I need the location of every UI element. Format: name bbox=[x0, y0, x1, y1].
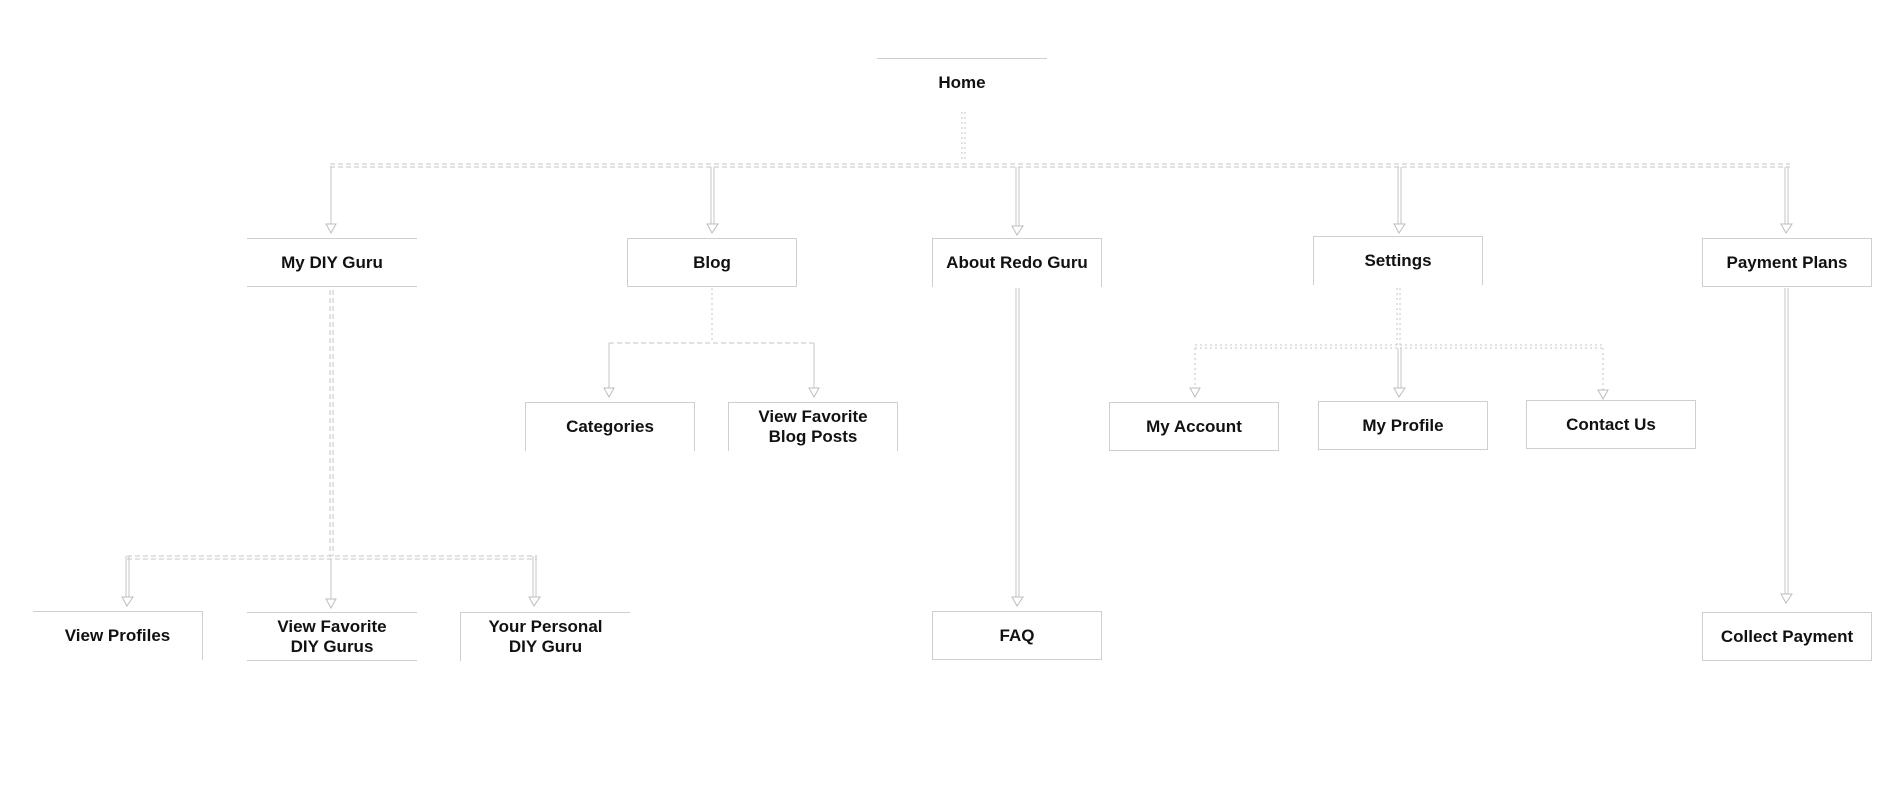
node-view-favorite-blog-posts[interactable]: View Favorite Blog Posts bbox=[728, 402, 898, 451]
node-about-redo-guru[interactable]: About Redo Guru bbox=[932, 238, 1102, 287]
node-my-diy-guru-label: My DIY Guru bbox=[281, 252, 383, 272]
node-categories-label: Categories bbox=[566, 417, 654, 436]
node-payment-plans[interactable]: Payment Plans bbox=[1702, 238, 1872, 287]
node-settings[interactable]: Settings bbox=[1313, 236, 1483, 285]
drop-blog bbox=[706, 167, 719, 234]
node-faq-label: FAQ bbox=[999, 625, 1035, 645]
drop-view-fav-blog-posts bbox=[808, 343, 820, 399]
drop-my-diy-guru bbox=[325, 167, 337, 235]
node-my-profile-label: My Profile bbox=[1362, 415, 1444, 435]
drop-payment-plans bbox=[1780, 167, 1793, 234]
node-view-profiles[interactable]: View Profiles bbox=[33, 611, 203, 660]
home-trunk-connector bbox=[961, 112, 966, 160]
drop-collect-payment bbox=[1780, 288, 1793, 604]
node-contact-us-label: Contact Us bbox=[1566, 414, 1656, 434]
node-home-label: Home bbox=[938, 73, 986, 92]
node-collect-payment[interactable]: Collect Payment bbox=[1702, 612, 1872, 661]
node-categories[interactable]: Categories bbox=[525, 402, 695, 451]
node-my-account[interactable]: My Account bbox=[1109, 402, 1279, 451]
node-faq[interactable]: FAQ bbox=[932, 611, 1102, 660]
drop-contact-us bbox=[1597, 348, 1609, 401]
node-view-favorite-diy-gurus[interactable]: View Favorite DIY Gurus bbox=[247, 612, 417, 661]
drop-my-account bbox=[1189, 348, 1201, 399]
node-blog-label: Blog bbox=[693, 252, 731, 272]
node-my-diy-guru[interactable]: My DIY Guru bbox=[247, 238, 417, 287]
drop-faq bbox=[1011, 288, 1024, 607]
node-view-profiles-label: View Profiles bbox=[64, 626, 171, 645]
main-bus-connector bbox=[330, 163, 1790, 168]
drop-settings bbox=[1393, 167, 1406, 234]
drop-view-profiles bbox=[121, 556, 134, 607]
node-your-personal-diy-guru[interactable]: Your Personal DIY Guru bbox=[460, 612, 630, 661]
node-view-favorite-diy-gurus-label: View Favorite DIY Gurus bbox=[277, 616, 387, 656]
node-my-profile[interactable]: My Profile bbox=[1318, 401, 1488, 450]
node-payment-plans-label: Payment Plans bbox=[1726, 252, 1848, 272]
drop-about bbox=[1011, 167, 1024, 236]
node-about-redo-guru-label: About Redo Guru bbox=[946, 253, 1088, 272]
node-home[interactable]: Home bbox=[877, 58, 1047, 107]
node-blog[interactable]: Blog bbox=[627, 238, 797, 287]
drop-my-profile bbox=[1393, 348, 1406, 398]
drop-your-personal-guru bbox=[528, 556, 541, 607]
node-your-personal-diy-guru-label: Your Personal DIY Guru bbox=[488, 617, 603, 656]
blog-trunk bbox=[609, 288, 815, 344]
node-contact-us[interactable]: Contact Us bbox=[1526, 400, 1696, 449]
node-view-favorite-blog-posts-label: View Favorite Blog Posts bbox=[758, 407, 868, 446]
node-my-account-label: My Account bbox=[1146, 416, 1242, 436]
drop-categories bbox=[603, 343, 615, 399]
drop-view-fav-gurus bbox=[325, 559, 337, 610]
node-collect-payment-label: Collect Payment bbox=[1720, 626, 1854, 646]
node-settings-label: Settings bbox=[1364, 251, 1432, 270]
settings-trunk bbox=[1195, 288, 1603, 349]
my-diy-guru-trunk bbox=[127, 290, 537, 560]
